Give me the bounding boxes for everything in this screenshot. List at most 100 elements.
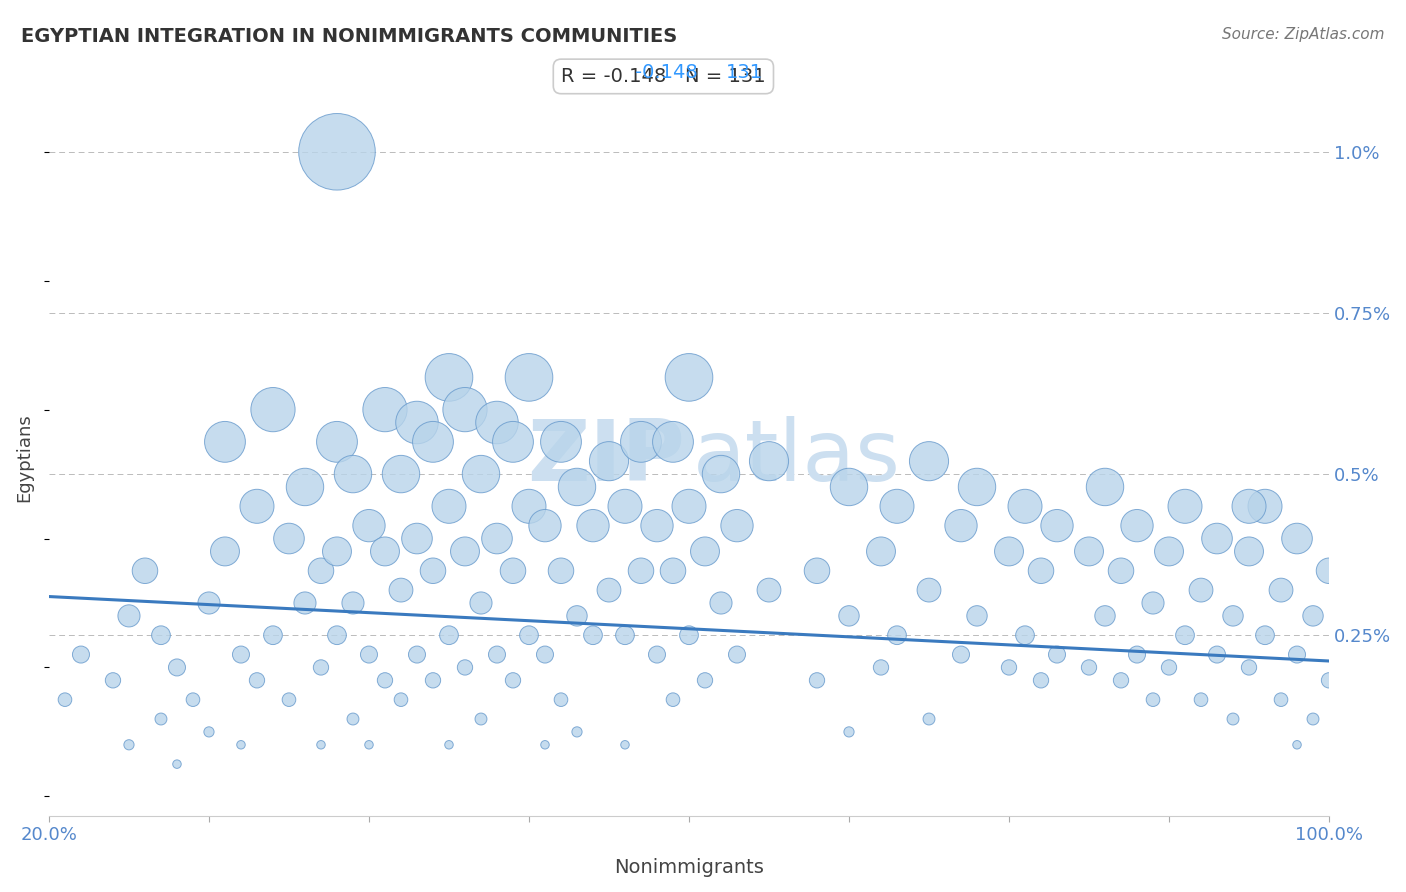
Point xyxy=(422,564,444,578)
X-axis label: Nonimmigrants: Nonimmigrants xyxy=(614,858,763,877)
Point xyxy=(485,416,508,430)
Point xyxy=(342,596,364,610)
Point xyxy=(838,725,860,739)
Point xyxy=(614,738,637,752)
Point xyxy=(565,608,588,623)
Point xyxy=(485,532,508,546)
Point xyxy=(181,692,204,706)
Point xyxy=(710,596,733,610)
Point xyxy=(246,500,269,514)
Point xyxy=(886,628,908,642)
Point xyxy=(1046,648,1069,662)
Point xyxy=(918,454,941,468)
Point xyxy=(342,467,364,481)
Point xyxy=(1302,712,1324,726)
Point xyxy=(149,628,172,642)
Point xyxy=(534,518,557,533)
Point xyxy=(1285,738,1308,752)
Point xyxy=(725,648,748,662)
Point xyxy=(437,370,460,384)
Point xyxy=(582,628,605,642)
Text: -0.148: -0.148 xyxy=(636,63,697,82)
Point xyxy=(1029,673,1052,688)
Point xyxy=(870,544,893,558)
Point xyxy=(630,434,652,449)
Point xyxy=(406,532,429,546)
Point xyxy=(198,725,221,739)
Point xyxy=(806,564,828,578)
Point xyxy=(966,480,988,494)
Point xyxy=(806,673,828,688)
Point xyxy=(470,596,492,610)
Point xyxy=(437,500,460,514)
Point xyxy=(550,692,572,706)
Point xyxy=(1285,532,1308,546)
Point xyxy=(1078,544,1101,558)
Point xyxy=(342,712,364,726)
Point xyxy=(262,628,284,642)
Point xyxy=(1078,660,1101,674)
Point xyxy=(1222,712,1244,726)
Point xyxy=(1126,518,1149,533)
Point xyxy=(1270,583,1292,598)
Point xyxy=(166,757,188,772)
Point xyxy=(470,712,492,726)
Text: R = -0.148   N = 131: R = -0.148 N = 131 xyxy=(561,67,766,86)
Point xyxy=(1206,648,1229,662)
Text: atlas: atlas xyxy=(693,417,901,500)
Point xyxy=(357,738,380,752)
Point xyxy=(1206,532,1229,546)
Point xyxy=(374,673,396,688)
Point xyxy=(630,564,652,578)
Point xyxy=(1157,544,1180,558)
Point xyxy=(1126,648,1149,662)
Point xyxy=(966,608,988,623)
Point xyxy=(1254,500,1277,514)
Point xyxy=(389,692,412,706)
Point xyxy=(758,454,780,468)
Point xyxy=(357,648,380,662)
Point xyxy=(278,532,301,546)
Point xyxy=(326,628,349,642)
Point xyxy=(1094,608,1116,623)
Point xyxy=(294,596,316,610)
Point xyxy=(693,673,716,688)
Point xyxy=(662,692,685,706)
Point xyxy=(326,544,349,558)
Point xyxy=(246,673,269,688)
Point xyxy=(1157,660,1180,674)
Point xyxy=(149,712,172,726)
Point xyxy=(1109,564,1132,578)
Point xyxy=(1014,500,1036,514)
Point xyxy=(598,454,620,468)
Text: EGYPTIAN INTEGRATION IN NONIMMIGRANTS COMMUNITIES: EGYPTIAN INTEGRATION IN NONIMMIGRANTS CO… xyxy=(21,27,678,45)
Point xyxy=(678,370,700,384)
Point xyxy=(278,692,301,706)
Point xyxy=(517,370,540,384)
Point xyxy=(662,434,685,449)
Point xyxy=(1174,500,1197,514)
Point xyxy=(1254,628,1277,642)
Point xyxy=(886,500,908,514)
Text: 131: 131 xyxy=(725,63,763,82)
Point xyxy=(870,660,893,674)
Point xyxy=(502,434,524,449)
Point xyxy=(454,660,477,674)
Point xyxy=(950,518,973,533)
Point xyxy=(502,673,524,688)
Text: ZIP: ZIP xyxy=(527,417,685,500)
Point xyxy=(389,467,412,481)
Point xyxy=(1285,648,1308,662)
Point xyxy=(1317,564,1340,578)
Point xyxy=(550,434,572,449)
Point xyxy=(582,518,605,533)
Point xyxy=(517,628,540,642)
Point xyxy=(678,500,700,514)
Point xyxy=(1109,673,1132,688)
Point xyxy=(326,434,349,449)
Point xyxy=(838,608,860,623)
Point xyxy=(1302,608,1324,623)
Point xyxy=(229,648,252,662)
Point xyxy=(229,738,252,752)
Point xyxy=(262,402,284,417)
